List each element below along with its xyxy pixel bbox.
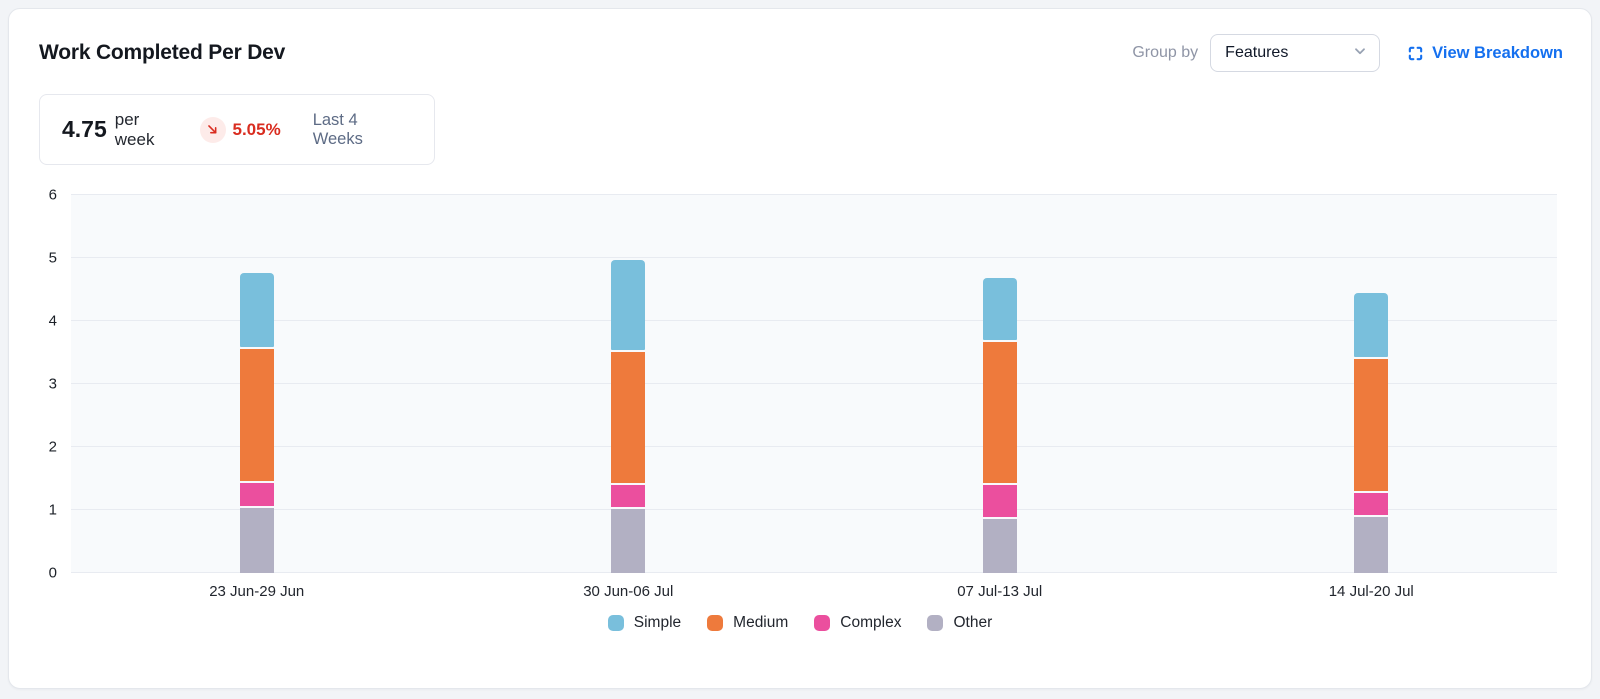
legend-swatch-icon: [607, 615, 624, 631]
y-tick-label: 1: [48, 501, 57, 519]
gridline: [71, 257, 1557, 258]
card-header: Work Completed Per Dev Group by Features…: [9, 9, 1591, 72]
view-breakdown-label: View Breakdown: [1432, 43, 1563, 62]
bar-segment-other[interactable]: [239, 508, 274, 573]
legend: Simple Medium Complex Other: [9, 614, 1591, 632]
stat-unit: per week: [114, 109, 155, 149]
bar-segment-medium[interactable]: [982, 341, 1017, 484]
x-axis-label: 30 Jun-06 Jul: [583, 583, 674, 600]
bar-segment-complex[interactable]: [982, 485, 1017, 518]
bar-segment-simple[interactable]: [1354, 293, 1389, 357]
stat-period: Last 4 Weeks: [312, 110, 363, 148]
x-axis-labels: 23 Jun-29 Jun 30 Jun-06 Jul 07 Jul-13 Jul 1…: [71, 583, 1557, 600]
x-axis-label: 07 Jul-13 Jul: [957, 583, 1043, 600]
legend-label: Complex: [840, 614, 902, 631]
group-by-select[interactable]: Features: [1210, 34, 1381, 72]
x-axis-label: 23 Jun-29 Jun: [209, 583, 305, 600]
bar-segment-other[interactable]: [1354, 517, 1389, 573]
y-tick-label: 6: [48, 186, 57, 204]
expand-icon: [1407, 45, 1424, 62]
group-by-selected-value: Features: [1225, 44, 1289, 61]
legend-item-medium[interactable]: Medium: [707, 614, 788, 632]
legend-label: Simple: [633, 614, 682, 631]
gridline: [71, 446, 1557, 447]
y-tick-label: 0: [48, 564, 57, 582]
y-tick-label: 4: [48, 312, 57, 330]
trend-down-icon: [199, 116, 226, 143]
legend-label: Medium: [733, 614, 789, 631]
bar-group-2: [443, 195, 815, 573]
work-completed-card: Work Completed Per Dev Group by Features…: [8, 8, 1592, 689]
stacked-bar: [239, 273, 274, 573]
bar-segment-simple[interactable]: [239, 273, 274, 347]
page-title: Work Completed Per Dev: [39, 41, 286, 64]
legend-swatch-icon: [814, 615, 831, 631]
y-tick-label: 3: [48, 375, 57, 393]
delta-badge: 5.05%: [199, 116, 281, 143]
gridline: [71, 383, 1557, 384]
bar-group-4: [1186, 195, 1558, 573]
legend-swatch-icon: [707, 615, 724, 631]
bar-segment-medium[interactable]: [611, 351, 646, 484]
bar-segment-complex[interactable]: [611, 485, 646, 507]
y-tick-label: 5: [48, 249, 57, 267]
gridline: [71, 320, 1557, 321]
gridline: [71, 572, 1557, 573]
stacked-bar: [982, 278, 1017, 573]
bar-group-3: [814, 195, 1186, 573]
gridline: [71, 509, 1557, 510]
delta-percent: 5.05%: [232, 119, 281, 139]
bar-segment-simple[interactable]: [611, 259, 646, 350]
legend-item-other[interactable]: Other: [927, 614, 992, 632]
bar-segment-simple[interactable]: [982, 278, 1017, 340]
bar-segment-other[interactable]: [611, 508, 646, 573]
legend-item-complex[interactable]: Complex: [814, 614, 901, 632]
bar-segment-complex[interactable]: [239, 483, 274, 507]
bar-segment-medium[interactable]: [239, 348, 274, 482]
chart: 0 1 2 3 4 5 6 23 Jun-29 Jun 30 Jun-06 Jul 07 Jul…: [9, 188, 1591, 632]
plot-area: 0 1 2 3 4 5 6: [49, 188, 1558, 581]
gridline: [71, 194, 1557, 195]
chevron-down-icon: [1353, 44, 1367, 63]
stacked-bar: [1354, 293, 1389, 573]
legend-item-simple[interactable]: Simple: [607, 614, 682, 632]
bar-segment-complex[interactable]: [1354, 493, 1389, 516]
bar-segment-other[interactable]: [982, 519, 1017, 573]
x-axis-label: 14 Jul-20 Jul: [1328, 583, 1414, 600]
stacked-bar: [611, 259, 646, 573]
stat-value: 4.75: [62, 116, 107, 142]
stat-card: 4.75 per week 5.05% Last 4 Weeks: [39, 94, 435, 165]
legend-label: Other: [953, 614, 993, 631]
bar-segment-medium[interactable]: [1354, 358, 1389, 492]
bar-group-1: [71, 195, 443, 573]
y-tick-label: 2: [48, 438, 57, 456]
group-by-label: Group by: [1132, 44, 1199, 61]
view-breakdown-link[interactable]: View Breakdown: [1407, 44, 1563, 63]
header-controls: Group by Features View Breakdown: [1132, 34, 1563, 72]
legend-swatch-icon: [927, 615, 944, 631]
